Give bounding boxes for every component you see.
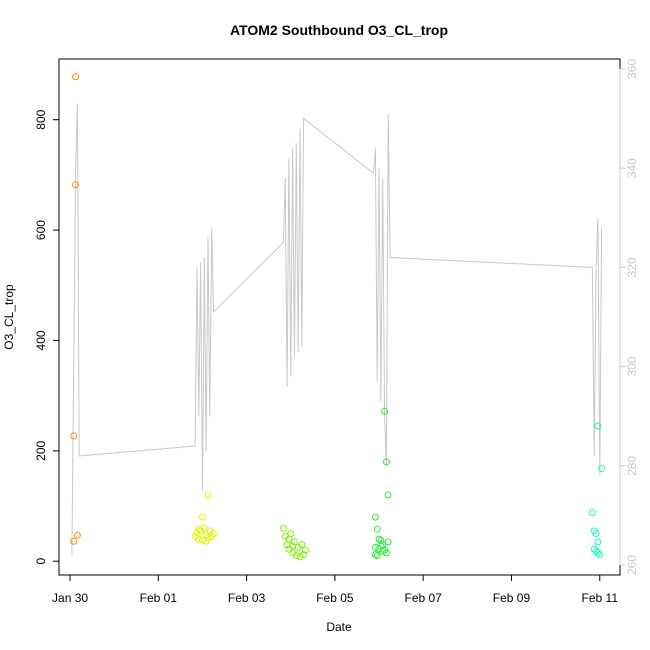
scatter-point-s2-14 — [285, 535, 293, 543]
scatter-point-s2-0 — [279, 524, 287, 532]
scatter-point-s2-12 — [302, 546, 309, 554]
scatter-point-s3-1 — [373, 525, 381, 533]
scatter-point-s3-10 — [382, 458, 390, 466]
scatter-point-s4-9 — [598, 465, 606, 472]
scatter-point-s2-11 — [300, 551, 308, 559]
scatter-point-s3-4 — [371, 551, 379, 559]
x-axis-label: Date — [326, 620, 352, 634]
y-tick-label: 800 — [34, 109, 48, 129]
chart-title: ATOM2 Southbound O3_CL_trop — [230, 22, 448, 38]
scatter-point-s4-3 — [594, 538, 602, 546]
right-y-tick-label: 360 — [625, 59, 639, 79]
scatter-point-s1-1 — [193, 529, 201, 536]
scatter-points-layer — [70, 73, 606, 561]
scatter-point-s0-3 — [73, 531, 81, 539]
right-y-tick-label: 340 — [625, 158, 639, 178]
scatter-point-s4-0 — [588, 509, 596, 517]
x-tick-label: Feb 07 — [405, 591, 443, 605]
y-tick-label: 400 — [34, 330, 48, 350]
plot-area-frame — [58, 58, 621, 576]
scatter-point-s3-11 — [384, 491, 392, 499]
y-axis-label: O3_CL_trop — [2, 284, 16, 350]
scatter-point-s3-0 — [371, 513, 379, 521]
scatter-point-s2-7 — [292, 552, 300, 560]
line-series-layer — [71, 103, 603, 556]
scatter-point-s1-2 — [195, 535, 203, 543]
scatter-point-s4-6 — [594, 549, 602, 557]
scatter-point-s4-4 — [590, 545, 598, 553]
scatter-point-s0-1 — [72, 181, 80, 189]
x-tick-label: Feb 03 — [228, 591, 266, 605]
scatter-point-s2-13 — [289, 542, 297, 550]
temperature-line-series — [71, 103, 603, 556]
scatter-point-s3-5 — [373, 552, 381, 560]
y-tick-label: 0 — [34, 558, 48, 565]
scatter-point-s3-13 — [382, 549, 390, 557]
x-tick-label: Feb 01 — [140, 591, 178, 605]
scatter-point-s3-12 — [384, 538, 392, 546]
scatter-point-s3-16 — [377, 542, 385, 550]
y-axis: 0 200 400 600 800 — [34, 109, 60, 565]
scatter-point-s2-6 — [290, 538, 298, 546]
scatter-point-s4-7 — [596, 551, 604, 559]
scatter-point-s0-4 — [70, 537, 78, 545]
y-tick-label: 600 — [34, 220, 48, 240]
right-y-tick-label: 300 — [625, 356, 639, 376]
x-tick-label: Feb 05 — [316, 591, 354, 605]
right-y-tick-label: 320 — [625, 257, 639, 277]
x-axis: Jan 30 Feb 01 Feb 03 Feb 05 Feb 07 Feb 09 Feb … — [52, 574, 619, 605]
scatter-point-s3-9 — [381, 407, 389, 415]
right-y-tick-label: 260 — [625, 555, 639, 575]
scatter-point-s0-0 — [72, 73, 80, 81]
scatter-point-s1-4 — [199, 513, 206, 521]
scatter-point-s1-14 — [195, 525, 203, 533]
scatter-point-s1-13 — [202, 537, 210, 545]
right-y-tick-label: 280 — [625, 456, 639, 476]
right-y-axis: 260 280 300 320 340 360 — [619, 59, 639, 575]
scatter-point-s2-9 — [296, 553, 304, 561]
scatter-point-s4-2 — [592, 530, 600, 538]
scatter-point-s1-9 — [204, 491, 212, 499]
x-tick-label: Jan 30 — [52, 591, 88, 605]
x-tick-label: Feb 11 — [582, 591, 619, 605]
scatter-point-s0-2 — [70, 432, 78, 440]
y-tick-label: 200 — [34, 440, 48, 460]
x-tick-label: Feb 09 — [493, 591, 531, 605]
scatter-point-s4-8 — [594, 422, 602, 430]
scatter-point-s1-12 — [210, 530, 217, 538]
scatter-point-s2-10 — [298, 541, 306, 549]
